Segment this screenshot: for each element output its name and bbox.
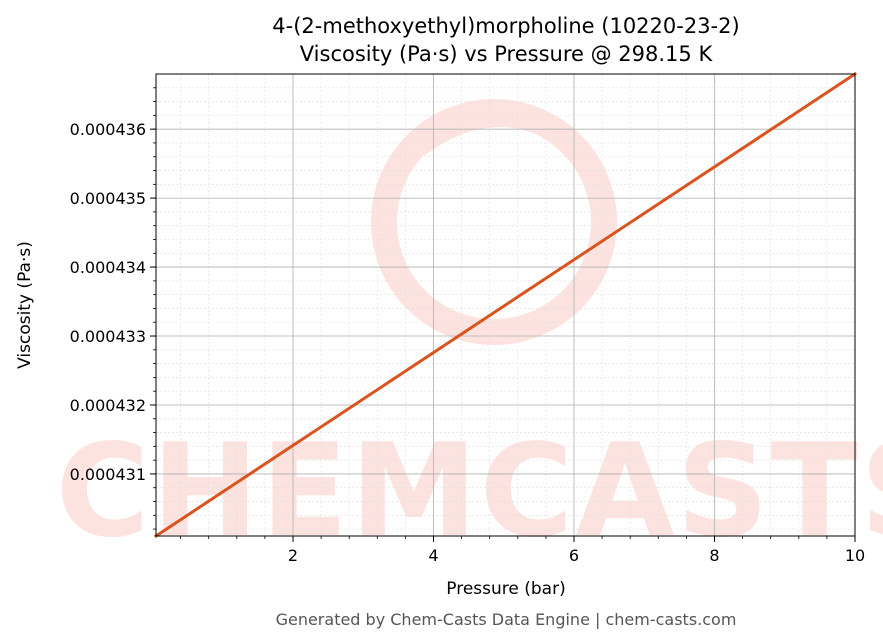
watermark: CHEMCASTS bbox=[56, 99, 883, 566]
x-tick-label: 10 bbox=[845, 546, 865, 565]
x-tick-label: 2 bbox=[288, 546, 298, 565]
x-tick-label: 4 bbox=[428, 546, 438, 565]
series-line bbox=[153, 71, 858, 539]
ticks: 2 4 6 8 10 0.000431 0.000432 0.000433 0.000434 0.… bbox=[70, 87, 865, 565]
y-tick-label: 0.000436 bbox=[70, 120, 146, 139]
watermark-logo-icon bbox=[371, 99, 617, 345]
series-layer bbox=[153, 71, 858, 539]
chart-title: 4-(2-methoxyethyl)morpholine (10220-23-2… bbox=[272, 14, 739, 38]
y-axis-label: Viscosity (Pa·s) bbox=[15, 241, 35, 369]
y-tick-label: 0.000431 bbox=[70, 465, 146, 484]
y-tick-label: 0.000434 bbox=[70, 258, 146, 277]
footer-credit: Generated by Chem-Casts Data Engine | ch… bbox=[276, 610, 737, 629]
chart-subtitle: Viscosity (Pa·s) vs Pressure @ 298.15 K bbox=[300, 42, 714, 66]
plot-frame bbox=[155, 73, 856, 537]
y-tick-label: 0.000435 bbox=[70, 189, 146, 208]
x-axis-label: Pressure (bar) bbox=[446, 579, 565, 599]
x-tick-label: 8 bbox=[709, 546, 719, 565]
y-tick-label: 0.000433 bbox=[70, 327, 146, 346]
y-tick-label: 0.000432 bbox=[70, 396, 146, 415]
x-tick-label: 6 bbox=[569, 546, 579, 565]
grid bbox=[156, 74, 856, 536]
watermark-text: CHEMCASTS bbox=[56, 417, 883, 566]
